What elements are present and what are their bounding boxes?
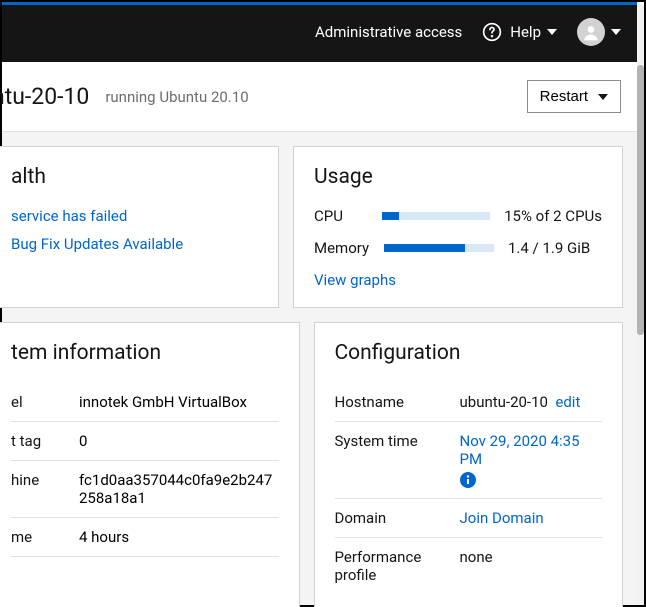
scrollbar[interactable]: [637, 5, 644, 605]
avatar-icon: [577, 18, 605, 46]
usage-value: 1.4 / 1.9 GiB: [508, 239, 590, 257]
help-label: Help: [510, 23, 541, 41]
view-graphs-link[interactable]: View graphs: [314, 271, 602, 289]
restart-button[interactable]: Restart: [527, 80, 621, 113]
admin-access-link[interactable]: Administrative access: [315, 23, 462, 41]
usage-bar-memory: [384, 244, 494, 252]
usage-label: Memory: [314, 239, 384, 257]
help-icon: [482, 22, 502, 42]
user-menu[interactable]: [577, 18, 621, 46]
join-domain-link[interactable]: Join Domain: [460, 509, 544, 527]
configuration-card: Configuration Hostname ubuntu-20-10 edit…: [314, 322, 624, 607]
table-row: me4 hours: [11, 518, 279, 557]
config-row-domain: Domain Join Domain: [335, 499, 603, 538]
card-title-config: Configuration: [335, 341, 603, 365]
config-row-perfprofile: Performance profile none: [335, 538, 603, 594]
usage-label: CPU: [314, 207, 382, 225]
caret-down-icon: [598, 94, 608, 100]
config-row-systemtime: System time Nov 29, 2020 4:35 PM: [335, 422, 603, 499]
config-val-hostname: ubuntu-20-10: [460, 393, 548, 411]
sysinfo-table: elinnotek GmbH VirtualBox t tag0 hinefc1…: [11, 383, 279, 557]
health-card: alth service has failed Bug Fix Updates …: [0, 146, 279, 308]
config-row-hostname: Hostname ubuntu-20-10 edit: [335, 383, 603, 422]
usage-bar-cpu: [382, 212, 490, 220]
card-title-sysinfo: tem information: [11, 341, 279, 365]
info-icon: [460, 472, 476, 488]
card-title-usage: Usage: [314, 165, 602, 189]
usage-card: Usage CPU 15% of 2 CPUs Memory 1.4 / 1.9…: [293, 146, 623, 308]
page-header: ntu-20-10 running Ubuntu 20.10 Restart: [2, 62, 637, 132]
content-area: ntu-20-10 running Ubuntu 20.10 Restart a…: [2, 62, 637, 605]
restart-label: Restart: [540, 88, 588, 105]
health-link-updates[interactable]: Bug Fix Updates Available: [11, 235, 258, 253]
usage-row-memory: Memory 1.4 / 1.9 GiB: [314, 239, 602, 257]
edit-hostname-link[interactable]: edit: [555, 393, 580, 411]
health-link-service-failed[interactable]: service has failed: [11, 207, 258, 225]
caret-down-icon: [611, 29, 621, 35]
usage-value: 15% of 2 CPUs: [504, 207, 602, 225]
help-menu[interactable]: Help: [482, 22, 557, 42]
table-row: hinefc1d0aa357044c0fa9e2b247258a18a1: [11, 461, 279, 518]
table-row: t tag0: [11, 422, 279, 461]
topbar: Administrative access Help: [2, 2, 637, 62]
usage-row-cpu: CPU 15% of 2 CPUs: [314, 207, 602, 225]
card-title-health: alth: [11, 165, 258, 189]
topbar-accent-line: [2, 2, 637, 5]
page-subtitle: running Ubuntu 20.10: [105, 88, 248, 106]
caret-down-icon: [547, 29, 557, 35]
page-title: ntu-20-10: [0, 83, 89, 110]
system-time-link[interactable]: Nov 29, 2020 4:35 PM: [460, 432, 580, 468]
table-row: elinnotek GmbH VirtualBox: [11, 383, 279, 422]
scroll-thumb[interactable]: [637, 65, 644, 335]
system-info-card: tem information elinnotek GmbH VirtualBo…: [0, 322, 300, 607]
